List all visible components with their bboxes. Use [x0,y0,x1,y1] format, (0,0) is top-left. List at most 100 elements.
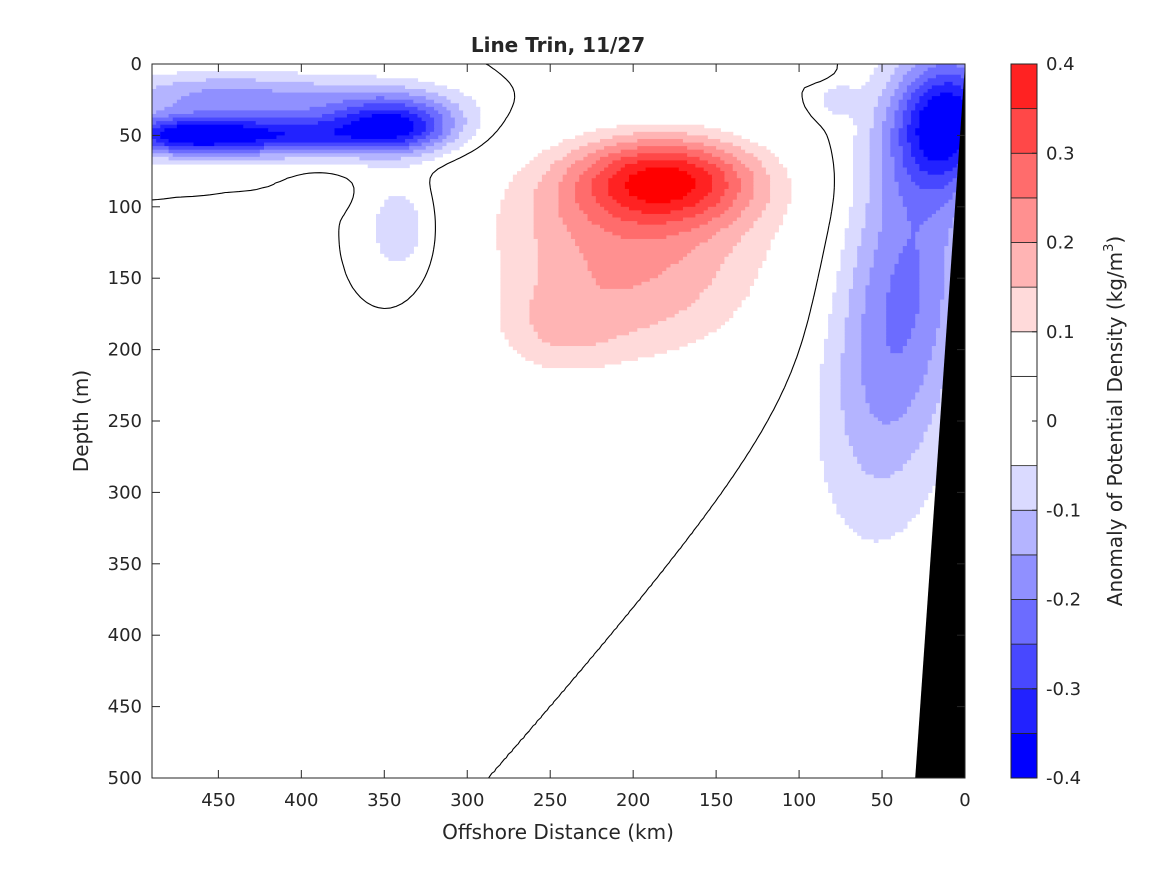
contour-fill-cell [898,99,908,104]
contour-fill-cell [861,335,887,340]
contour-fill-cell [840,353,862,358]
contour-fill-cell [409,92,439,97]
contour-fill-cell [765,206,788,211]
contour-fill-cell [608,153,638,158]
contour-fill-cell [770,199,792,204]
contour-fill-cell [695,178,713,183]
contour-fill-cell [906,206,941,211]
contour-fill-cell [832,303,850,308]
colorbar-tick-label: -0.4 [1046,768,1081,789]
contour-fill-cell [853,281,871,286]
contour-fill-cell [902,117,912,122]
contour-fill-cell [678,231,717,236]
contour-fill-cell [911,403,937,408]
contour-fill-cell [832,296,850,301]
contour-fill-cell [741,185,755,190]
contour-fill-cell [517,171,547,176]
contour-fill-cell [861,467,904,472]
contour-fill-cell [906,171,929,176]
contour-fill-cell [865,224,883,229]
contour-fill-cell [152,135,161,140]
contour-fill-cell [906,85,920,90]
contour-fill-cell [666,221,709,226]
contour-fill-cell [687,146,717,151]
contour-fill-cell [823,353,842,358]
contour-fill-cell [608,338,696,344]
contour-fill-cell [919,306,941,311]
contour-fill-cell [848,313,862,319]
contour-fill-cell [193,110,336,115]
contour-fill-cell [413,124,427,129]
contour-fill-cell [911,67,929,72]
contour-fill-cell [533,196,560,201]
contour-fill-cell [533,296,701,301]
contour-fill-cell [919,146,962,151]
contour-fill-cell [500,310,531,315]
contour-fill-cell [819,396,842,401]
contour-fill-cell [629,188,692,194]
contour-fill-cell [649,278,713,283]
contour-fill-cell [529,317,667,322]
contour-fill-cell [848,299,867,304]
contour-fill-cell [819,388,842,394]
contour-fill-cell [761,213,784,219]
contour-fill-cell [500,306,531,311]
contour-fill-cell [583,256,684,261]
contour-fill-cell [438,135,448,140]
contour-fill-cell [840,513,916,518]
contour-fill-cell [869,135,883,140]
contour-fill-cell [425,103,443,108]
contour-fill-cell [533,288,705,294]
contour-fill-cell [890,78,904,83]
contour-fill-cell [869,167,883,172]
contour-fill-cell [152,78,207,83]
contour-fill-cell [915,160,962,165]
contour-fill-cell [906,238,916,244]
contour-fill-cell [923,435,954,440]
contour-fill-cell [902,246,916,251]
contour-fill-cell [463,128,477,133]
contour-fill-cell [882,163,896,169]
contour-fill-cell [869,196,883,201]
contour-fill-cell [857,460,908,465]
contour-fill-cell [687,306,738,311]
contour-fill-cell [882,142,891,147]
contour-fill-cell [454,124,464,129]
contour-fill-cell [840,399,867,404]
contour-fill-cell [819,449,854,454]
contour-fill-cell [919,385,945,390]
contour-fill-cell [749,199,771,204]
contour-fill-cell [869,128,883,133]
contour-fill-cell [649,324,721,329]
contour-fill-cell [844,238,862,244]
contour-fill-cell [359,156,402,161]
contour-fill-cell [645,167,680,172]
contour-fill-cell [537,181,560,186]
contour-fill-cell [882,196,904,201]
colorbar-band [1010,643,1038,690]
contour-fill-cell [405,103,427,108]
contour-fill-cell [919,388,941,394]
contour-fill-cell [529,306,688,311]
contour-fill-cell [865,385,920,390]
contour-fill-cell [446,142,464,147]
contour-fill-cell [873,413,904,419]
contour-fill-cell [832,310,850,315]
contour-fill-cell [724,178,742,183]
contour-fill-cell [500,260,539,265]
contour-fill-cell [608,181,626,186]
contour-fill-cell [682,256,726,261]
contour-fill-cell [857,253,875,258]
contour-fill-cell [931,356,950,361]
contour-fill-cell [960,74,965,79]
contour-fill-cell [861,324,887,329]
contour-fill-cell [919,142,965,147]
contour-fill-cell [500,292,535,297]
y-axis-label: Depth (m) [69,370,93,472]
contour-fill-cell [844,242,862,247]
colorbar-label-main: Anomaly of Potential Density (kg/m [1103,252,1127,606]
contour-fill-cell [741,188,755,194]
contour-fill-cell [375,221,419,226]
contour-fill-cell [189,92,410,97]
contour-fill-cell [844,235,862,240]
